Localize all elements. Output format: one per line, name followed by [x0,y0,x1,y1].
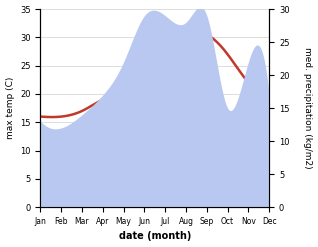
X-axis label: date (month): date (month) [119,231,191,242]
Y-axis label: med. precipitation (kg/m2): med. precipitation (kg/m2) [303,47,313,169]
Y-axis label: max temp (C): max temp (C) [5,77,15,139]
